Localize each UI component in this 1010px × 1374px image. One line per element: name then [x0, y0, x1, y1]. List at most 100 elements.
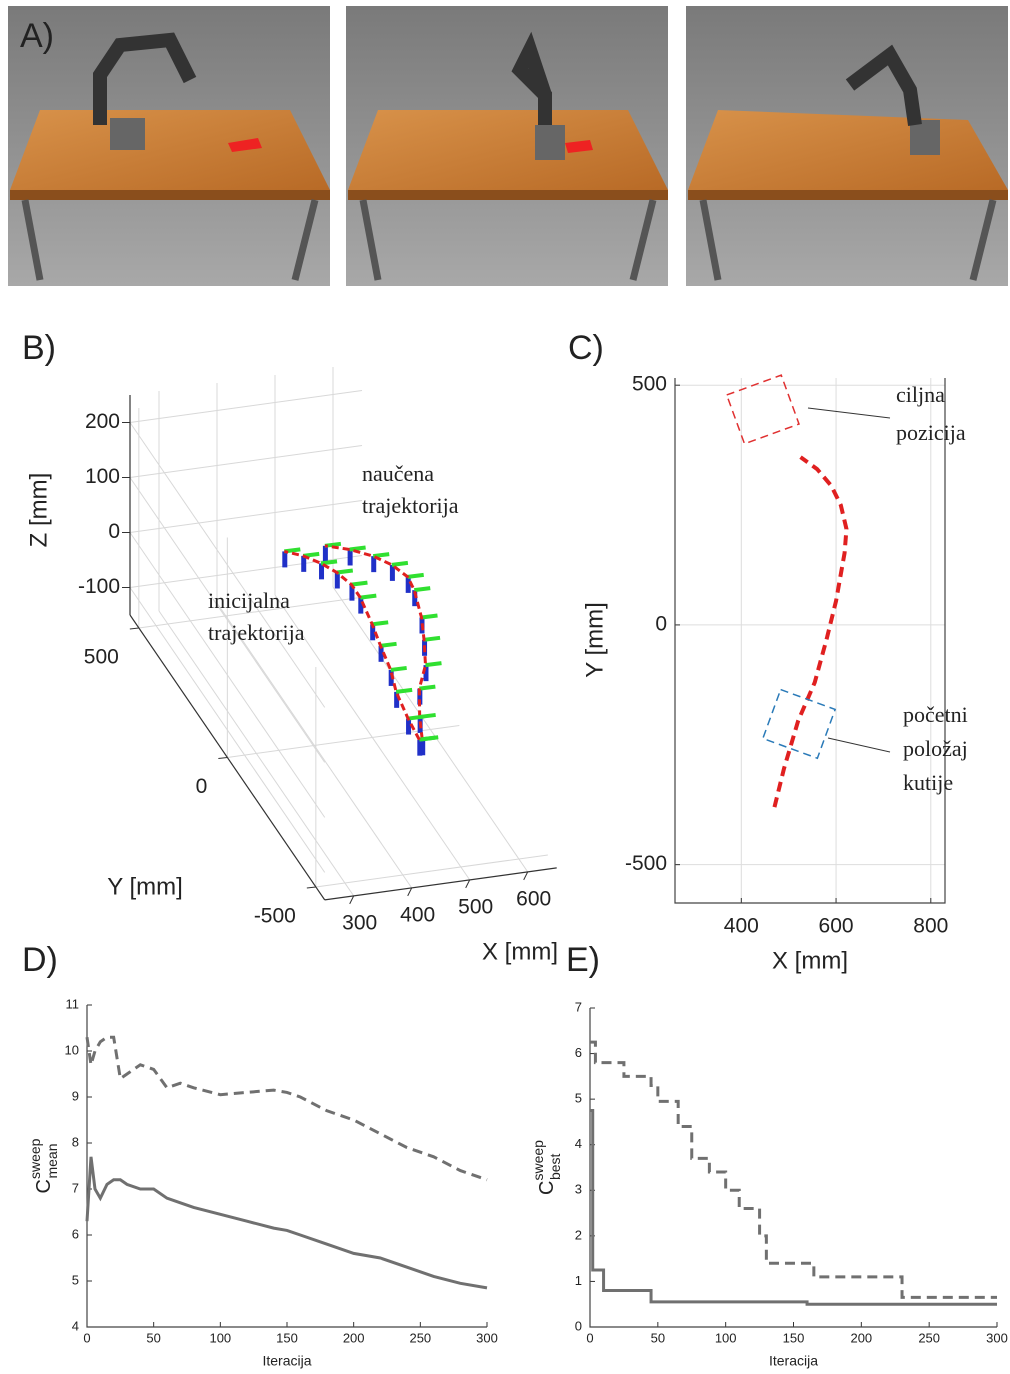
z-tick-label: 100: [85, 465, 120, 488]
panel-a-images: A): [8, 6, 1008, 286]
y-tick-label: 500: [84, 645, 119, 668]
orientation-glyph: [413, 586, 431, 593]
orientation-glyph: [371, 620, 389, 627]
annotation: kutije: [903, 770, 953, 795]
orientation-glyph: [423, 635, 441, 642]
grid-line: [129, 532, 326, 818]
axis-line: [324, 867, 557, 901]
annotation: ciljna: [896, 382, 945, 407]
y-axis-label-part: sweep: [27, 1138, 43, 1179]
orientation-glyph: [351, 580, 368, 587]
orientation-glyph: [349, 545, 366, 552]
grid-line: [129, 422, 326, 708]
axis-line: [129, 614, 326, 901]
y-tick-label: 8: [72, 1134, 79, 1149]
sim-image: [8, 6, 330, 286]
y-tick-label: 4: [72, 1318, 79, 1333]
y-axis-label-part: C: [536, 1181, 558, 1195]
x-tick-label: 250: [918, 1330, 940, 1345]
grid-line: [129, 587, 326, 873]
annotation: položaj: [903, 736, 968, 761]
z-tick-label: 0: [108, 520, 120, 543]
y-tick-label: -500: [254, 904, 296, 927]
annotation: početni: [903, 702, 968, 727]
x-tick-label: 200: [850, 1330, 872, 1345]
series-line: [590, 1109, 997, 1306]
orientation-glyph: [405, 576, 411, 593]
y-axis-label: Y [mm]: [581, 602, 608, 678]
sim-image: [346, 6, 668, 286]
x-axis-label: Iteracija: [262, 1353, 311, 1369]
y-axis-label-part: C: [33, 1179, 55, 1193]
annotation: pozicija: [896, 420, 966, 445]
orientation-glyph: [395, 687, 413, 694]
tick-mark: [523, 871, 529, 881]
x-tick-label: 200: [343, 1330, 365, 1345]
orientation-glyph: [320, 559, 338, 566]
y-tick-label: 2: [575, 1227, 582, 1242]
x-tick-label: 400: [724, 915, 759, 938]
y-tick-label: 0: [655, 612, 667, 635]
z-axis-label: Z [mm]: [25, 473, 52, 548]
target-box: [725, 374, 800, 445]
axis-line: [86, 1005, 487, 1328]
x-tick-label: 400: [400, 903, 435, 926]
y-axis-label-part: mean: [44, 1144, 60, 1179]
orientation-glyph: [319, 563, 325, 580]
y-tick-label: 10: [65, 1042, 79, 1057]
y-tick-label: 0: [196, 775, 208, 798]
orientation-glyph: [407, 572, 424, 579]
orientation-glyph: [336, 568, 354, 575]
grid-line: [129, 500, 363, 533]
orientation-glyph: [371, 556, 377, 573]
y-axis-label: Csweepbest: [530, 1140, 563, 1195]
y-axis-label: Y [mm]: [107, 873, 183, 900]
y-tick-label: 5: [72, 1272, 79, 1287]
orientation-glyph: [360, 593, 377, 600]
y-axis-label: Csweepmean: [27, 1138, 60, 1193]
x-tick-label: 300: [476, 1330, 498, 1345]
sim-image: [686, 6, 1008, 286]
orientation-glyph: [358, 597, 364, 614]
orientation-glyph: [419, 735, 436, 742]
tick-mark: [407, 887, 413, 897]
tick-mark: [349, 895, 355, 905]
tick-mark: [129, 627, 139, 630]
x-axis-label: X [mm]: [772, 947, 848, 974]
orientation-glyph: [391, 560, 409, 567]
x-axis-label: Iteracija: [769, 1353, 818, 1369]
leader: [807, 407, 891, 419]
grid-line: [129, 445, 363, 478]
orientation-glyph: [380, 641, 397, 648]
y-axis-label-part: sweep: [530, 1140, 546, 1181]
x-tick-label: 300: [986, 1330, 1008, 1345]
y-tick-label: -500: [625, 852, 667, 875]
orientation-glyph: [349, 584, 355, 601]
x-tick-label: 300: [342, 911, 377, 934]
annotation: trajektorija: [208, 620, 305, 645]
grid-line: [138, 595, 371, 629]
trajectory: [324, 544, 428, 740]
leader: [827, 737, 891, 753]
y-tick-label: 500: [632, 373, 667, 396]
y-tick-label: 1: [575, 1273, 582, 1288]
y-tick-label: 4: [575, 1136, 582, 1151]
orientation-glyph: [322, 545, 328, 562]
trajectory: [283, 549, 421, 741]
orientation-glyph: [420, 739, 426, 756]
orientation-glyph: [423, 665, 429, 682]
y-tick-label: 3: [575, 1182, 582, 1197]
y-tick-label: 6: [72, 1226, 79, 1241]
y-tick-label: 0: [575, 1318, 582, 1333]
annotation: naučena: [362, 461, 434, 486]
orientation-glyph: [421, 613, 438, 620]
x-tick-label: 150: [783, 1330, 805, 1345]
x-tick-label: 250: [409, 1330, 431, 1345]
x-tick-label: 600: [516, 887, 551, 910]
x-tick-label: 150: [276, 1330, 298, 1345]
orientation-glyph: [394, 691, 400, 708]
y-tick-label: 7: [72, 1180, 79, 1195]
annotation: trajektorija: [362, 493, 459, 518]
axis-line: [674, 378, 946, 904]
panel-label: A): [20, 17, 54, 55]
